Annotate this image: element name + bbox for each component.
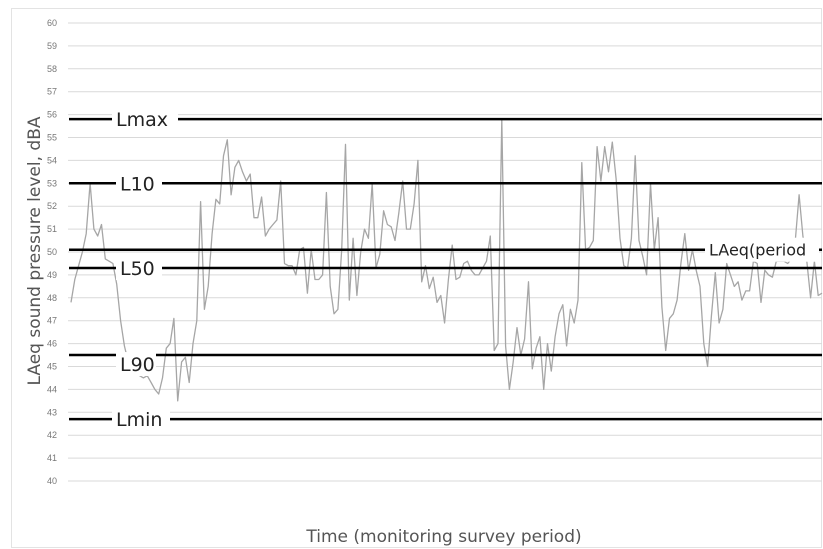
y-tick-label: 41 bbox=[47, 453, 57, 463]
y-tick-label: 60 bbox=[47, 18, 57, 28]
y-tick-label: 47 bbox=[47, 316, 57, 326]
y-tick-labels: 40 41 42 43 44 45 46 47 48 49 50 51 52 53 54 55 56 57 58 59… bbox=[47, 18, 57, 486]
y-tick-label: 49 bbox=[47, 270, 57, 280]
y-tick-label: 40 bbox=[47, 476, 57, 486]
reference-label: L10 bbox=[120, 173, 155, 195]
y-tick-label: 58 bbox=[47, 64, 57, 74]
reference-label: L50 bbox=[120, 258, 155, 280]
reference-label: Lmin bbox=[116, 409, 162, 431]
y-tick-label: 51 bbox=[47, 224, 57, 234]
series-line-0 bbox=[70, 118, 823, 402]
gridlines bbox=[68, 22, 822, 482]
series-layer bbox=[70, 118, 823, 402]
reference-label-background bbox=[116, 171, 162, 196]
y-tick-label: 59 bbox=[47, 41, 57, 51]
reference-label: L90 bbox=[120, 354, 155, 376]
reference-label-background bbox=[116, 256, 162, 281]
y-tick-label: 46 bbox=[47, 339, 57, 349]
reference-label-background bbox=[705, 237, 819, 262]
y-tick-label: 42 bbox=[47, 430, 57, 440]
y-tick-label: 57 bbox=[47, 87, 57, 97]
y-tick-label: 52 bbox=[47, 201, 57, 211]
y-tick-label: 45 bbox=[47, 362, 57, 372]
y-tick-label: 48 bbox=[47, 293, 57, 303]
y-tick-label: 43 bbox=[47, 407, 57, 417]
y-tick-label: 54 bbox=[47, 155, 57, 165]
chart-border bbox=[11, 8, 822, 548]
x-axis-title: Time (monitoring survey period) bbox=[305, 527, 581, 547]
y-tick-label: 56 bbox=[47, 110, 57, 120]
y-tick-label: 53 bbox=[47, 178, 57, 188]
reference-lines: Lmax L10 LAeq(period L50 L90 Lmin bbox=[69, 107, 822, 432]
reference-label: Lmax bbox=[116, 109, 168, 131]
reference-label: LAeq(period bbox=[709, 241, 806, 260]
y-axis-title: LAeq sound pressure level, dBA bbox=[25, 116, 45, 385]
reference-label-background bbox=[112, 407, 170, 432]
reference-label-background bbox=[112, 107, 178, 132]
reference-label-background bbox=[116, 352, 156, 377]
y-tick-label: 50 bbox=[47, 247, 57, 257]
y-tick-label: 44 bbox=[47, 384, 57, 394]
y-tick-label: 55 bbox=[47, 133, 57, 143]
